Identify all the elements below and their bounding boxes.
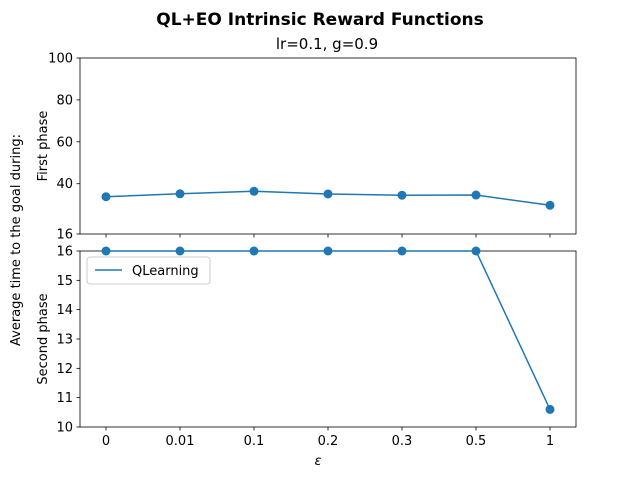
y-tick-label: 15 bbox=[56, 274, 73, 289]
x-tick-label: 0.3 bbox=[392, 434, 413, 449]
y-tick-label: 80 bbox=[56, 93, 73, 108]
data-point bbox=[323, 246, 333, 256]
data-point bbox=[175, 246, 185, 256]
y-tick-label: 16 bbox=[56, 245, 73, 260]
x-tick-label: 1 bbox=[546, 434, 554, 449]
data-point bbox=[545, 200, 555, 210]
panel-1-frame bbox=[79, 57, 577, 235]
y-tick-label: 13 bbox=[56, 333, 73, 348]
y-tick-label: 10 bbox=[56, 421, 73, 436]
x-tick-label: 0.5 bbox=[466, 434, 487, 449]
x-tick-label: 0.2 bbox=[318, 434, 339, 449]
y-tick-label: 11 bbox=[56, 391, 73, 406]
data-point bbox=[471, 246, 481, 256]
x-tick-label: 0.1 bbox=[244, 434, 265, 449]
legend-box bbox=[86, 256, 211, 285]
data-point bbox=[101, 246, 111, 256]
data-point bbox=[397, 246, 407, 256]
y-tick-label: 14 bbox=[56, 303, 73, 318]
data-point bbox=[397, 190, 407, 200]
y-tick-label: 16 bbox=[56, 228, 73, 243]
panel-1-y-axis-label: First phase bbox=[36, 111, 51, 182]
chart-title: QL+EO Intrinsic Reward Functions bbox=[156, 10, 484, 30]
legend-label: QLearning bbox=[132, 264, 199, 279]
panel-first-phase: 16 40 60 80 100 bbox=[48, 52, 577, 243]
x-axis-label: ε bbox=[314, 454, 321, 469]
chart-subtitle: lr=0.1, g=0.9 bbox=[276, 35, 378, 53]
shared-y-axis-label: Average time to the goal during: bbox=[9, 134, 24, 346]
x-tick-label: 0 bbox=[102, 434, 110, 449]
x-tick-label: 0.01 bbox=[166, 434, 195, 449]
data-point bbox=[545, 404, 555, 414]
panel-second-phase: 10 11 12 13 14 15 16 0 0.01 0.1 0.2 0.3 0.5 1 bbox=[56, 245, 577, 449]
y-tick-label: 60 bbox=[56, 135, 73, 150]
data-point bbox=[249, 186, 259, 196]
data-point bbox=[471, 190, 481, 200]
y-tick-label: 12 bbox=[56, 362, 73, 377]
y-tick-label: 100 bbox=[48, 52, 73, 67]
data-point bbox=[249, 246, 259, 256]
data-point bbox=[101, 192, 111, 202]
data-point bbox=[323, 189, 333, 199]
y-tick-label: 40 bbox=[56, 177, 73, 192]
data-point bbox=[175, 189, 185, 199]
panel-2-y-axis-label: Second phase bbox=[36, 293, 51, 384]
legend: QLearning bbox=[86, 256, 211, 285]
